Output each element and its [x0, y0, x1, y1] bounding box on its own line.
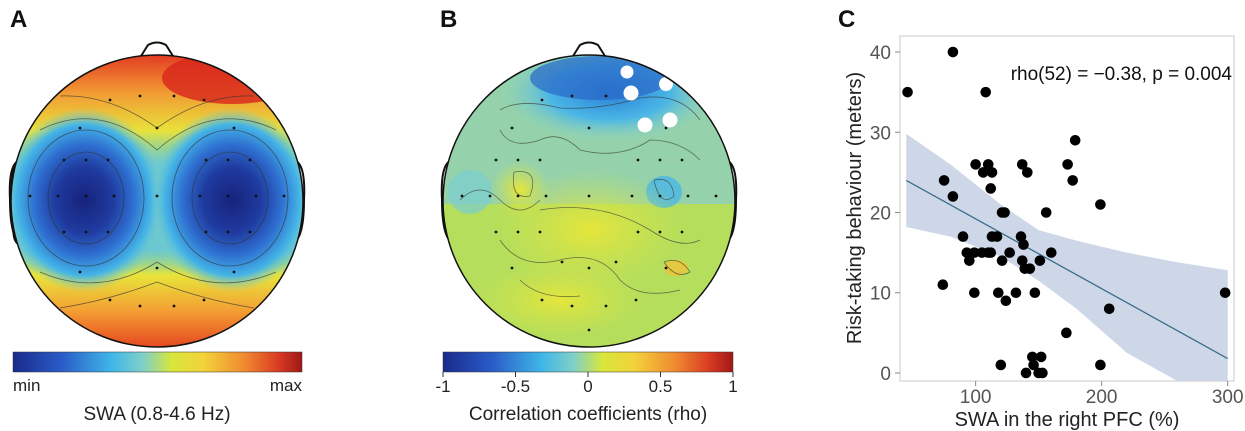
- y-axis-label: Risk-taking behaviour (meters): [844, 72, 866, 344]
- scatter-point: [964, 255, 975, 266]
- y-tick-label: 10: [870, 284, 891, 305]
- y-axis-ticks: 0 10 20 30 40: [870, 43, 900, 385]
- panel-letter-c: C: [838, 6, 856, 33]
- scatter-point: [1095, 199, 1106, 210]
- colorbar-a-max: max: [270, 376, 303, 395]
- head-outline-b: [442, 54, 736, 348]
- scatter-point: [986, 167, 998, 178]
- scatter-point: [982, 247, 994, 258]
- scatter-point: [902, 86, 913, 98]
- scatter-point: [1016, 159, 1028, 170]
- scatter-point: [1219, 287, 1231, 299]
- x-tick-label: 200: [1086, 387, 1118, 408]
- scatter-point: [985, 183, 997, 194]
- y-tick-label: 20: [870, 204, 891, 225]
- regression-line: [905, 179, 1229, 360]
- scatter-point: [1069, 135, 1081, 146]
- colorbar-a: [12, 351, 303, 373]
- panel-letter-a: A: [10, 6, 28, 33]
- scatter-point: [957, 231, 969, 242]
- scatter-point: [996, 255, 1008, 266]
- scatter-point: [937, 279, 949, 291]
- scatter-point: [969, 247, 980, 258]
- colorbar-b-tick-label: 0: [583, 377, 592, 396]
- colorbar-b-tick-label: 1: [728, 377, 737, 396]
- colorbar-a-min: min: [13, 376, 40, 395]
- x-axis-label: SWA in the right PFC (%): [955, 409, 1180, 431]
- head-outline-a: [10, 54, 304, 348]
- colorbar-b: [442, 351, 734, 373]
- y-tick-label: 0: [880, 364, 891, 385]
- scatter-point: [1040, 207, 1052, 218]
- y-tick-label: 40: [870, 43, 891, 64]
- scatter-point: [1035, 351, 1047, 363]
- y-tick-label: 30: [870, 123, 891, 144]
- scatter-point: [1027, 351, 1038, 363]
- scatter-points: [902, 46, 1231, 379]
- plot-frame: [899, 35, 1235, 382]
- scatter-point: [1018, 239, 1029, 250]
- scatter-point: [1010, 287, 1022, 299]
- topomap-a: [8, 41, 306, 348]
- correlation-annotation: rho(52) = −0.38, p = 0.004: [1011, 64, 1233, 85]
- topomap-b: [440, 41, 738, 348]
- electrode-grid-a: [28, 94, 286, 308]
- panel-letter-b: B: [440, 6, 458, 33]
- scatter-point: [947, 191, 959, 202]
- scatter-point: [1016, 255, 1028, 266]
- scatter-point: [1067, 175, 1078, 186]
- confidence-band: [906, 133, 1228, 381]
- x-tick-label: 100: [960, 387, 992, 408]
- scatter-point: [1024, 263, 1036, 274]
- scatter-point: [969, 287, 980, 299]
- scatter-point: [999, 207, 1010, 218]
- x-tick-label: 300: [1212, 387, 1244, 408]
- scatter-point: [1103, 303, 1115, 315]
- scatter-point: [1029, 287, 1041, 299]
- scatter-point: [1034, 255, 1046, 266]
- colorbar-b-tick-label: -0.5: [501, 377, 530, 396]
- scatter-point: [1037, 367, 1048, 379]
- nose-shape: [135, 41, 179, 65]
- x-axis-ticks: 100 200 300: [960, 381, 1244, 408]
- colorbar-b-ticks: -1 -0.5 0 0.5 1: [435, 372, 738, 396]
- scatter-point: [961, 247, 973, 258]
- scatter-point: [982, 159, 994, 170]
- scatter-point: [1020, 367, 1032, 379]
- scatter-point: [993, 287, 1004, 299]
- scatter-point: [1021, 167, 1033, 178]
- scatter-point: [947, 46, 959, 58]
- scatter-point: [977, 167, 989, 178]
- significant-electrodes: [620, 65, 678, 133]
- scatter-point: [995, 359, 1007, 371]
- scatter-point: [970, 159, 981, 170]
- electrode-grid-b: [460, 94, 718, 332]
- scatter-point: [1062, 159, 1073, 170]
- scatter-point: [1095, 359, 1106, 371]
- colorbar-b-tick-label: -1: [435, 377, 450, 396]
- scatter-point: [1015, 231, 1027, 242]
- colorbar-b-title: Correlation coefficients (rho): [469, 404, 707, 425]
- scatter-point: [1028, 359, 1039, 371]
- nose-shape: [567, 41, 611, 65]
- scatter-point: [1000, 295, 1012, 307]
- scatter-point: [1004, 247, 1015, 258]
- scatter-point: [980, 86, 992, 98]
- scatter-point: [1045, 247, 1057, 258]
- colorbar-b-tick-label: 0.5: [649, 377, 673, 396]
- scatter-point: [1061, 327, 1072, 339]
- scatter-point: [938, 175, 950, 186]
- scatter-point: [986, 231, 998, 242]
- colorbar-a-title: SWA (0.8-4.6 Hz): [83, 404, 230, 425]
- scatter-plot-c: 100 200 300 0 10 20 30 40 rho(52) = −0.38, p =…: [844, 35, 1244, 431]
